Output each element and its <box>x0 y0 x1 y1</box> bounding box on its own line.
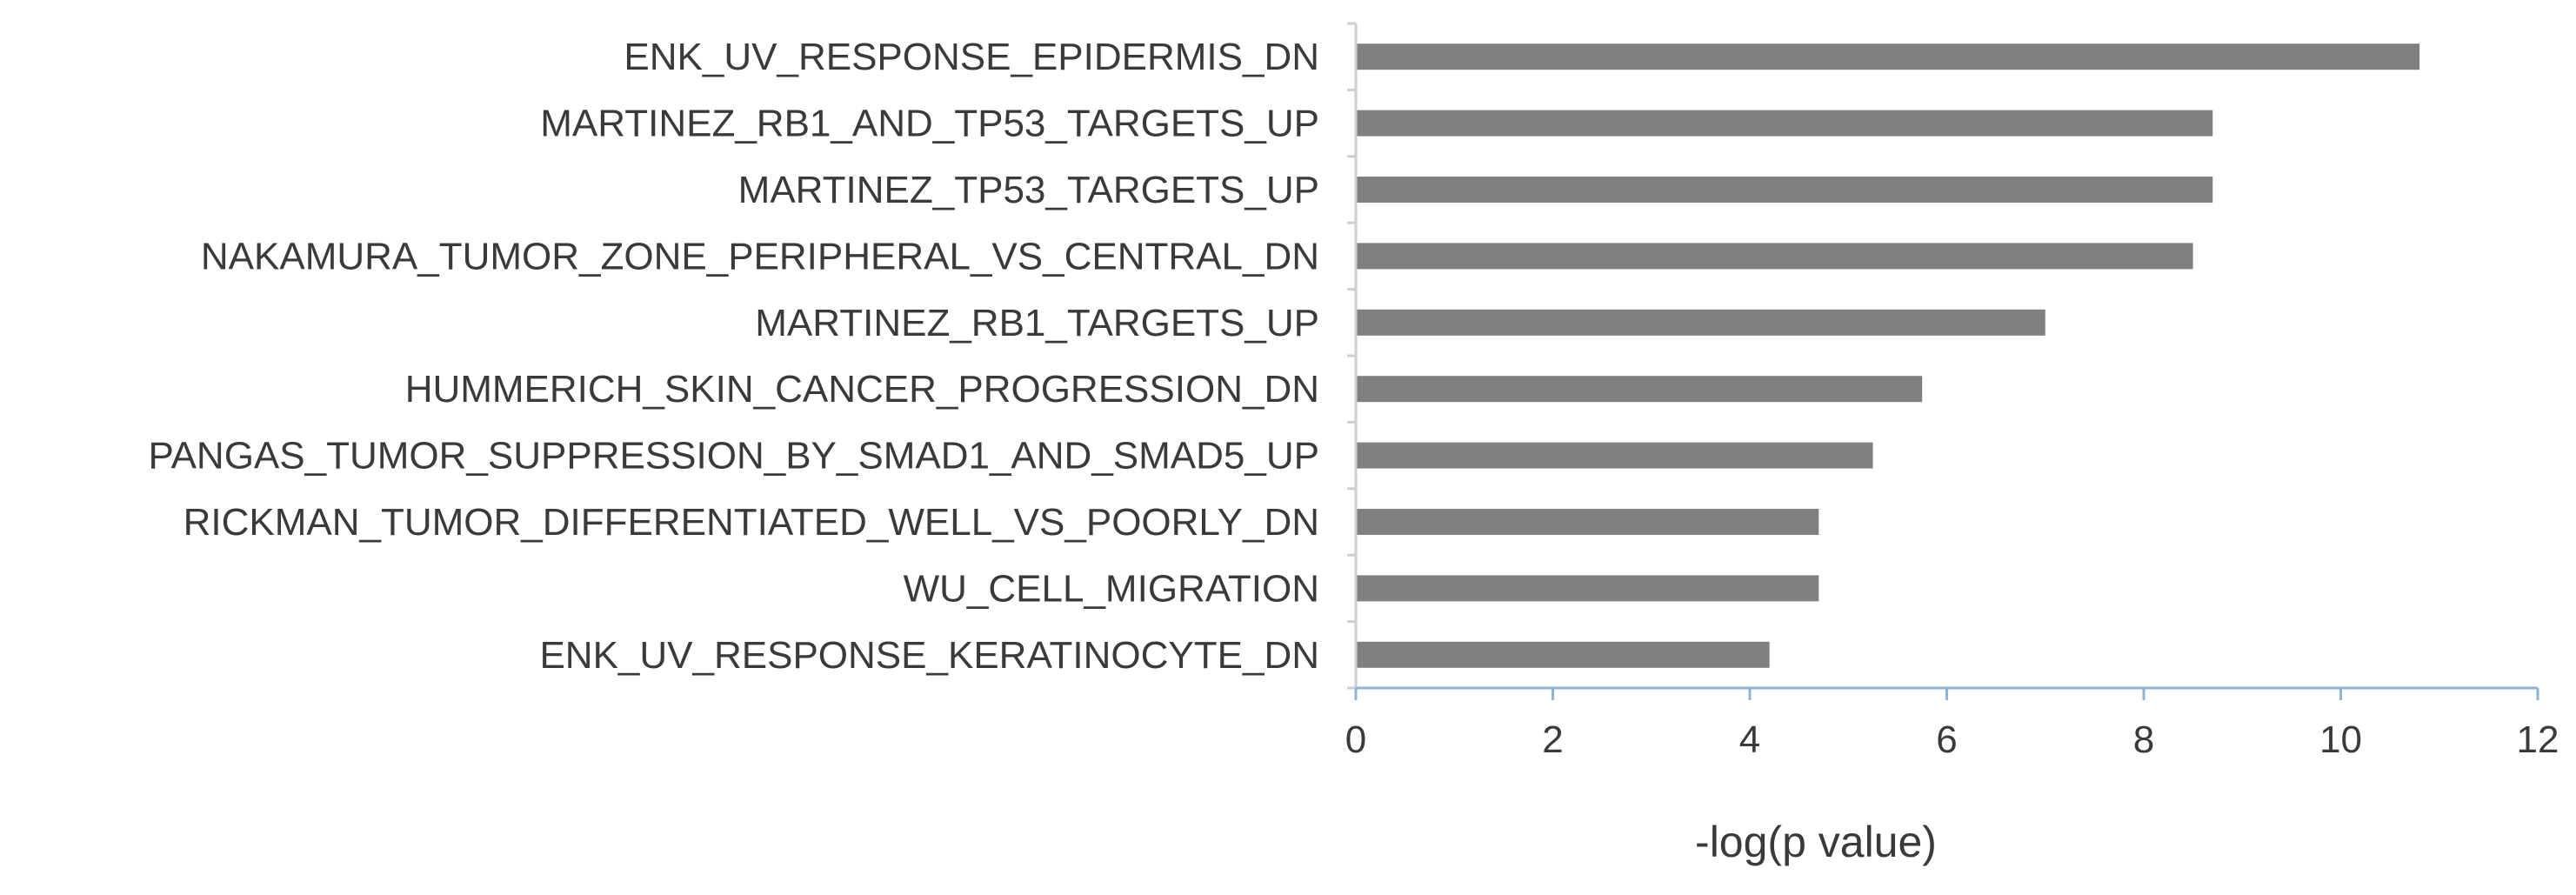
category-label-9: ENK_UV_RESPONSE_KERATINOCYTE_DN <box>539 634 1319 677</box>
x-tick-label-3: 6 <box>1936 718 1957 761</box>
bar-7 <box>1356 509 1819 535</box>
category-label-0: ENK_UV_RESPONSE_EPIDERMIS_DN <box>624 36 1319 78</box>
bar-0 <box>1356 43 2420 70</box>
x-tick-label-5: 10 <box>2319 718 2362 761</box>
x-tick-label-6: 12 <box>2517 718 2559 761</box>
bar-2 <box>1356 177 2213 203</box>
category-labels: ENK_UV_RESPONSE_EPIDERMIS_DN MARTINEZ_RB1… <box>149 36 1320 677</box>
category-label-6: PANGAS_TUMOR_SUPPRESSION_BY_SMAD1_AND_SM… <box>149 435 1320 478</box>
bar-5 <box>1356 376 1923 403</box>
bar-3 <box>1356 243 2193 270</box>
category-label-8: WU_CELL_MIGRATION <box>904 567 1319 610</box>
bar-6 <box>1356 442 1873 469</box>
bar-8 <box>1356 575 1819 602</box>
x-tick-label-0: 0 <box>1345 718 1366 761</box>
category-label-4: MARTINEZ_RB1_TARGETS_UP <box>755 302 1319 344</box>
x-ticks: 0 2 4 6 8 10 12 <box>1345 688 2559 761</box>
category-label-7: RICKMAN_TUMOR_DIFFERENTIATED_WELL_VS_POO… <box>184 501 1319 544</box>
bar-1 <box>1356 110 2213 137</box>
bars-group <box>1356 43 2420 668</box>
x-tick-label-2: 4 <box>1739 718 1760 761</box>
bar-4 <box>1356 309 2045 336</box>
bar-9 <box>1356 641 1770 668</box>
category-label-2: MARTINEZ_TP53_TARGETS_UP <box>738 169 1319 211</box>
x-axis-title: -log(p value) <box>1695 818 1937 866</box>
x-tick-label-1: 2 <box>1542 718 1563 761</box>
x-tick-label-4: 8 <box>2133 718 2154 761</box>
category-label-5: HUMMERICH_SKIN_CANCER_PROGRESSION_DN <box>405 368 1319 411</box>
category-label-1: MARTINEZ_RB1_AND_TP53_TARGETS_UP <box>540 103 1319 145</box>
category-label-3: NAKAMURA_TUMOR_ZONE_PERIPHERAL_VS_CENTRA… <box>201 235 1319 277</box>
